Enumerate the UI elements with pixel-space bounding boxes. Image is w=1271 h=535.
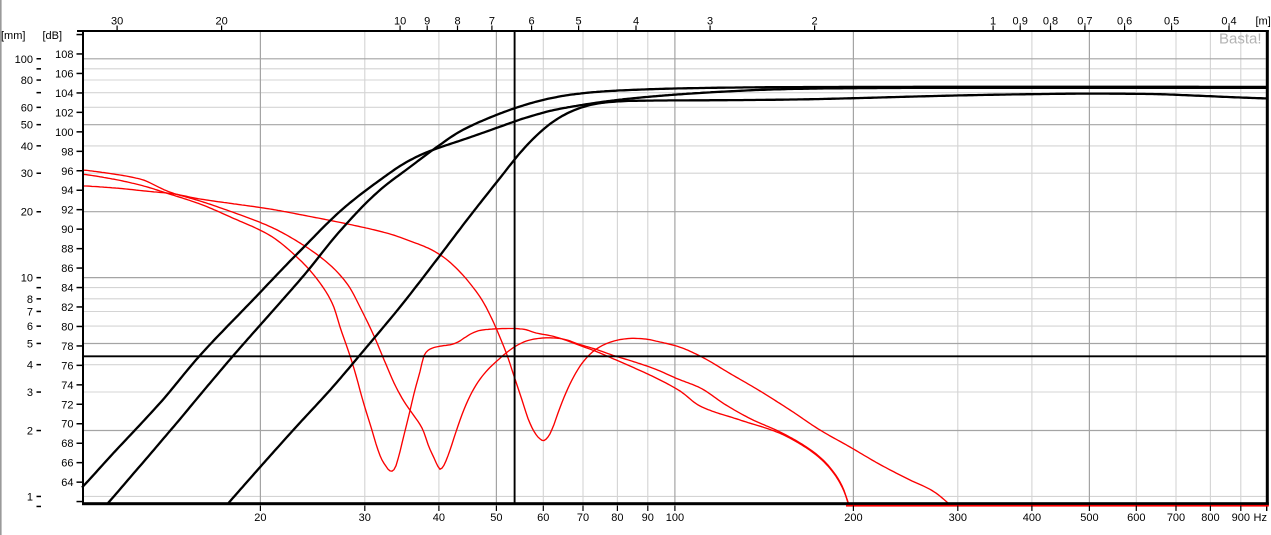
svg-text:60: 60 <box>537 512 549 524</box>
svg-text:30: 30 <box>111 16 123 28</box>
svg-text:7: 7 <box>489 16 495 28</box>
svg-text:3: 3 <box>27 387 33 399</box>
svg-text:9: 9 <box>424 16 430 28</box>
svg-text:0,9: 0,9 <box>1013 16 1028 28</box>
svg-text:0,7: 0,7 <box>1077 16 1092 28</box>
svg-text:800: 800 <box>1201 512 1219 524</box>
svg-text:84: 84 <box>61 283 73 295</box>
svg-text:76: 76 <box>61 360 73 372</box>
svg-text:6: 6 <box>27 321 33 333</box>
svg-text:6: 6 <box>529 16 535 28</box>
svg-text:40: 40 <box>433 512 445 524</box>
svg-text:60: 60 <box>21 102 33 114</box>
svg-text:[dB]: [dB] <box>43 30 63 42</box>
svg-text:72: 72 <box>61 399 73 411</box>
svg-text:0,6: 0,6 <box>1117 16 1132 28</box>
svg-text:100: 100 <box>55 127 73 139</box>
svg-text:96: 96 <box>61 166 73 178</box>
svg-text:8: 8 <box>27 294 33 306</box>
svg-text:100: 100 <box>666 512 684 524</box>
svg-text:0,4: 0,4 <box>1221 16 1236 28</box>
svg-text:20: 20 <box>254 512 266 524</box>
svg-text:1: 1 <box>27 491 33 503</box>
svg-text:900: 900 <box>1232 512 1250 524</box>
svg-text:[mm]: [mm] <box>1 30 25 42</box>
svg-text:82: 82 <box>61 302 73 314</box>
svg-text:2: 2 <box>27 426 33 438</box>
svg-text:100: 100 <box>15 54 33 66</box>
svg-text:8: 8 <box>454 16 460 28</box>
svg-text:86: 86 <box>61 263 73 275</box>
svg-text:104: 104 <box>55 88 73 100</box>
svg-text:700: 700 <box>1167 512 1185 524</box>
svg-text:70: 70 <box>61 419 73 431</box>
svg-text:20: 20 <box>215 16 227 28</box>
svg-text:94: 94 <box>61 185 73 197</box>
svg-text:3: 3 <box>707 16 713 28</box>
svg-text:108: 108 <box>55 49 73 61</box>
svg-text:2: 2 <box>812 16 818 28</box>
svg-text:600: 600 <box>1127 512 1145 524</box>
svg-text:4: 4 <box>633 16 639 28</box>
svg-text:90: 90 <box>642 512 654 524</box>
svg-text:40: 40 <box>21 141 33 153</box>
svg-text:300: 300 <box>949 512 967 524</box>
svg-text:90: 90 <box>61 224 73 236</box>
svg-text:10: 10 <box>394 16 406 28</box>
svg-text:Basta!: Basta! <box>1219 31 1262 48</box>
svg-text:80: 80 <box>61 321 73 333</box>
svg-text:66: 66 <box>61 458 73 470</box>
svg-text:68: 68 <box>61 438 73 450</box>
svg-text:1: 1 <box>990 16 996 28</box>
svg-text:74: 74 <box>61 380 73 392</box>
svg-text:70: 70 <box>577 512 589 524</box>
svg-text:30: 30 <box>359 512 371 524</box>
svg-text:7: 7 <box>27 307 33 319</box>
svg-text:5: 5 <box>27 339 33 351</box>
svg-text:5: 5 <box>576 16 582 28</box>
svg-text:88: 88 <box>61 244 73 256</box>
svg-text:50: 50 <box>21 120 33 132</box>
svg-text:0,5: 0,5 <box>1164 16 1179 28</box>
svg-text:102: 102 <box>55 107 73 119</box>
svg-text:92: 92 <box>61 205 73 217</box>
svg-text:400: 400 <box>1023 512 1041 524</box>
svg-text:0,8: 0,8 <box>1043 16 1058 28</box>
svg-text:98: 98 <box>61 146 73 158</box>
svg-text:[m]: [m] <box>1256 16 1271 28</box>
svg-text:10: 10 <box>21 273 33 285</box>
svg-text:500: 500 <box>1080 512 1098 524</box>
svg-text:64: 64 <box>61 477 73 489</box>
svg-text:80: 80 <box>21 75 33 87</box>
svg-text:4: 4 <box>27 360 33 372</box>
svg-text:78: 78 <box>61 341 73 353</box>
svg-text:20: 20 <box>21 207 33 219</box>
svg-text:50: 50 <box>490 512 502 524</box>
svg-text:Hz: Hz <box>1254 512 1267 524</box>
svg-text:106: 106 <box>55 69 73 81</box>
svg-text:80: 80 <box>611 512 623 524</box>
svg-text:30: 30 <box>21 168 33 180</box>
svg-text:200: 200 <box>844 512 862 524</box>
